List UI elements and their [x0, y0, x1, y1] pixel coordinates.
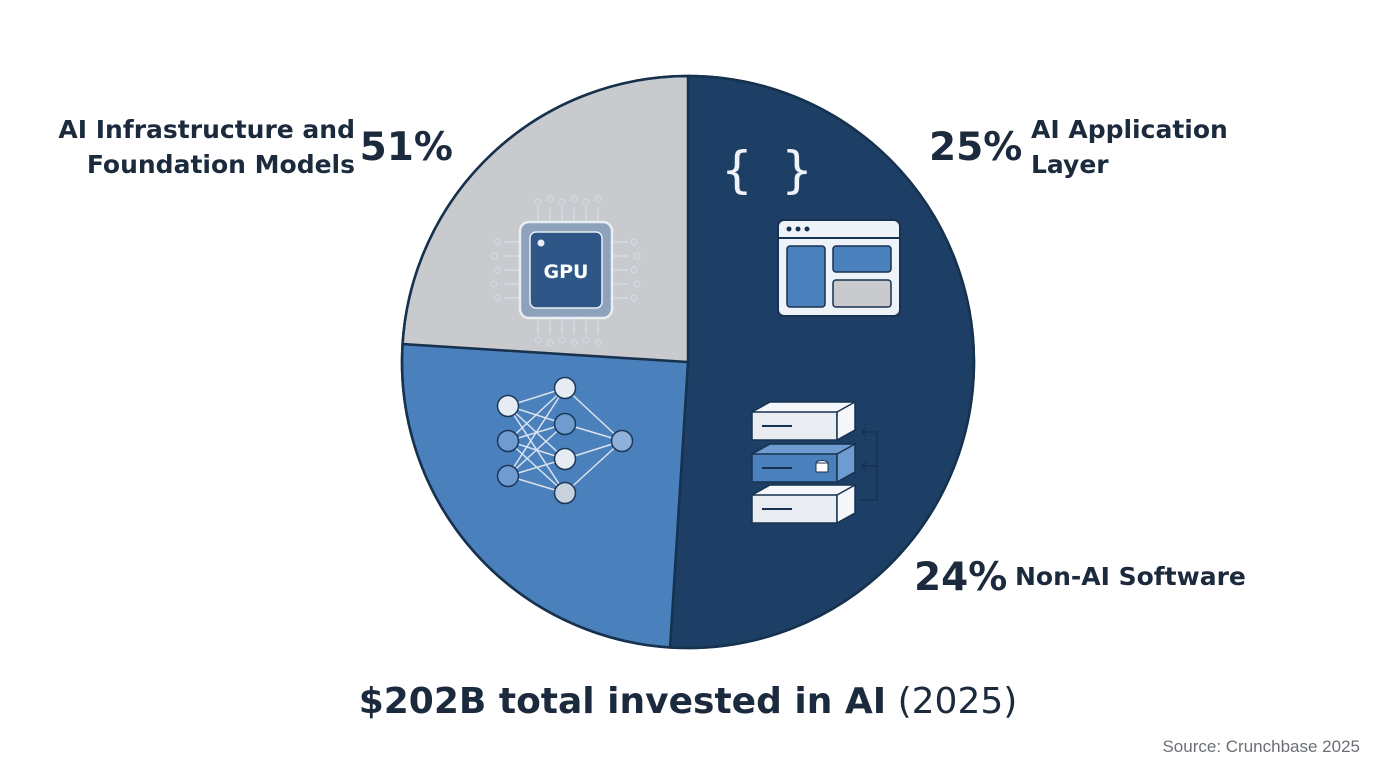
slice-labels: AI Infrastructure and Foundation Models 51…: [58, 115, 1246, 600]
chart-caption: $202B total invested in AI (2025): [0, 681, 1376, 722]
slice-percent-label: 51%: [360, 125, 453, 170]
pie-slices: [400, 74, 976, 650]
slice-label-line: Non-AI Software: [1015, 562, 1246, 591]
source-note: Source: Crunchbase 2025: [1162, 737, 1360, 756]
pie-slice-ai-application-layer: [400, 342, 690, 649]
app-window-icon: [777, 219, 901, 317]
gpu-icon-label: GPU: [544, 261, 589, 283]
slice-icons: GPU { }: [490, 141, 901, 525]
code-braces-icon: { }: [722, 141, 812, 199]
slice-percent-label: 24%: [914, 555, 1007, 600]
gpu-chip-icon: GPU: [490, 195, 641, 347]
slice-label-line: AI Infrastructure and: [58, 115, 355, 144]
caption-year: (2025): [897, 681, 1018, 722]
slice-label-line: Foundation Models: [87, 150, 355, 179]
server-stack-icon: [751, 400, 878, 525]
neural-network-icon: [496, 376, 634, 505]
slice-label-line: AI Application: [1031, 115, 1228, 144]
slice-label-line: Layer: [1031, 150, 1109, 179]
caption-bold: $202B total invested in AI: [358, 681, 887, 722]
slice-percent-label: 25%: [929, 125, 1022, 170]
code-braces-glyph: { }: [722, 141, 812, 199]
pie-outline: [400, 74, 976, 650]
